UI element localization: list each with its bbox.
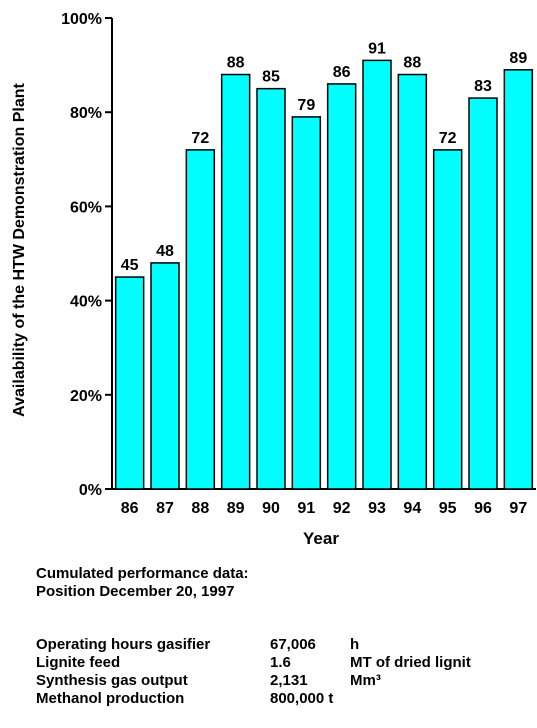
performance-label: Operating hours gasifier: [36, 636, 211, 653]
bar: [220, 73, 251, 490]
x-tick-label: 96: [474, 500, 492, 517]
bar-value-label: 88: [227, 55, 245, 72]
bar: [468, 97, 498, 490]
chart-axes: [111, 18, 536, 490]
x-tick-label: 91: [297, 500, 315, 517]
performance-value: 1.6: [270, 654, 291, 671]
y-tick-label: 80%: [70, 105, 102, 122]
x-tick-label: 87: [156, 500, 174, 517]
notes-block: Cumulated performance data: Position Dec…: [36, 565, 249, 601]
x-tick-label: 86: [121, 500, 139, 517]
x-tick-label: 97: [509, 500, 527, 517]
bar-value-label: 72: [191, 130, 209, 147]
y-tick-label: 100%: [61, 11, 102, 28]
bar-value-label: 85: [262, 69, 280, 86]
y-tick-label: 0%: [79, 482, 102, 499]
performance-unit: h: [350, 636, 360, 653]
bar: [150, 262, 180, 490]
x-tick-label: 89: [227, 500, 245, 517]
bar-value-label: 72: [439, 130, 457, 147]
bar-value-label: 88: [403, 55, 421, 72]
performance-value: 67,006: [270, 636, 316, 653]
performance-value: 800,000 t: [270, 690, 334, 707]
data-labels: 45 48 72 88 85 79 86 91 88 72 83 89: [121, 40, 528, 274]
x-tick-label: 92: [333, 500, 351, 517]
bar: [256, 87, 286, 490]
y-tick-label: 40%: [70, 294, 102, 311]
y-tick-label: 60%: [70, 199, 102, 216]
bar: [291, 116, 322, 490]
bar-value-label: 89: [509, 50, 527, 67]
notes-line-2: Position December 20, 1997: [36, 583, 235, 600]
y-tick-label: 20%: [70, 388, 102, 405]
bar-value-label: 91: [368, 40, 386, 57]
y-axis-title: Availability of the HTW Demonstration Pl…: [11, 83, 28, 417]
bar-value-label: 79: [297, 97, 315, 114]
bar-series: [114, 59, 534, 490]
performance-table: Operating hours gasifier 67,006 h Lignit…: [36, 636, 471, 708]
x-axis-title: Year: [303, 529, 339, 548]
performance-row: Operating hours gasifier 67,006 h: [36, 636, 471, 654]
notes-line-1: Cumulated performance data:: [36, 565, 249, 582]
x-tick-label: 95: [439, 500, 457, 517]
bar: [397, 73, 428, 490]
performance-row: Methanol production 800,000 t: [36, 690, 471, 708]
performance-unit: Mm³: [350, 672, 381, 689]
performance-label: Lignite feed: [36, 654, 121, 671]
performance-value: 2,131: [270, 672, 308, 689]
bar-value-label: 83: [474, 78, 492, 95]
bar-value-label: 86: [333, 64, 351, 81]
bar-value-label: 45: [121, 257, 139, 274]
bar: [326, 83, 357, 490]
performance-label: Synthesis gas output: [36, 672, 188, 689]
bar-value-label: 48: [156, 243, 174, 260]
bar: [503, 69, 534, 490]
y-axis-ticks: 0% 20% 40% 60% 80% 100%: [61, 11, 112, 499]
bar: [114, 276, 145, 490]
x-axis-ticks: 86 87 88 89 90 91 92 93 94 95 96 97: [121, 500, 528, 517]
performance-label: Methanol production: [36, 690, 185, 707]
performance-row: Lignite feed 1.6 MT of dried lignit: [36, 654, 471, 672]
x-tick-label: 88: [191, 500, 209, 517]
x-tick-label: 90: [262, 500, 280, 517]
performance-unit: MT of dried lignit: [350, 654, 471, 671]
bar: [185, 149, 216, 490]
availability-bar-chart: 45 48 72 88 85 79 86 91 88 72 83 89 0% 20% 40% 60% 80% 1…: [11, 11, 536, 548]
performance-row: Synthesis gas output 2,131 Mm³: [36, 672, 471, 690]
bar: [362, 59, 392, 490]
x-tick-label: 94: [403, 500, 421, 517]
x-tick-label: 93: [368, 500, 386, 517]
bar: [432, 149, 463, 490]
